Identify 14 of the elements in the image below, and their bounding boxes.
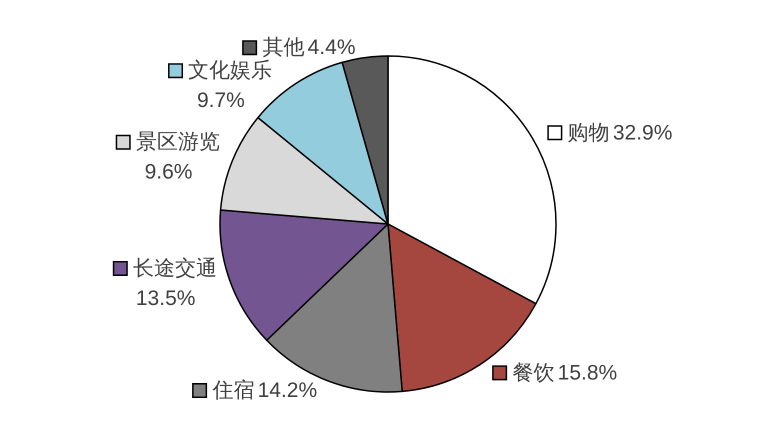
data-label: 9.6% bbox=[144, 160, 192, 184]
legend-label: 餐饮 bbox=[512, 361, 554, 384]
data-label: 32.9% bbox=[612, 121, 672, 144]
legend-label: 其他 bbox=[262, 36, 304, 60]
legend-label: 购物 bbox=[568, 121, 610, 144]
legend-label: 景区游览 bbox=[136, 130, 220, 154]
data-label: 15.8% bbox=[558, 361, 618, 384]
legend-label: 长途交通 bbox=[132, 256, 217, 280]
data-label: 14.2% bbox=[258, 379, 318, 402]
legend-label: 文化娱乐 bbox=[188, 59, 272, 82]
data-label: 4.4% bbox=[308, 36, 356, 60]
data-label: 13.5% bbox=[136, 286, 196, 310]
legend-label: 住宿 bbox=[211, 379, 254, 402]
data-label: 9.7% bbox=[196, 89, 245, 112]
